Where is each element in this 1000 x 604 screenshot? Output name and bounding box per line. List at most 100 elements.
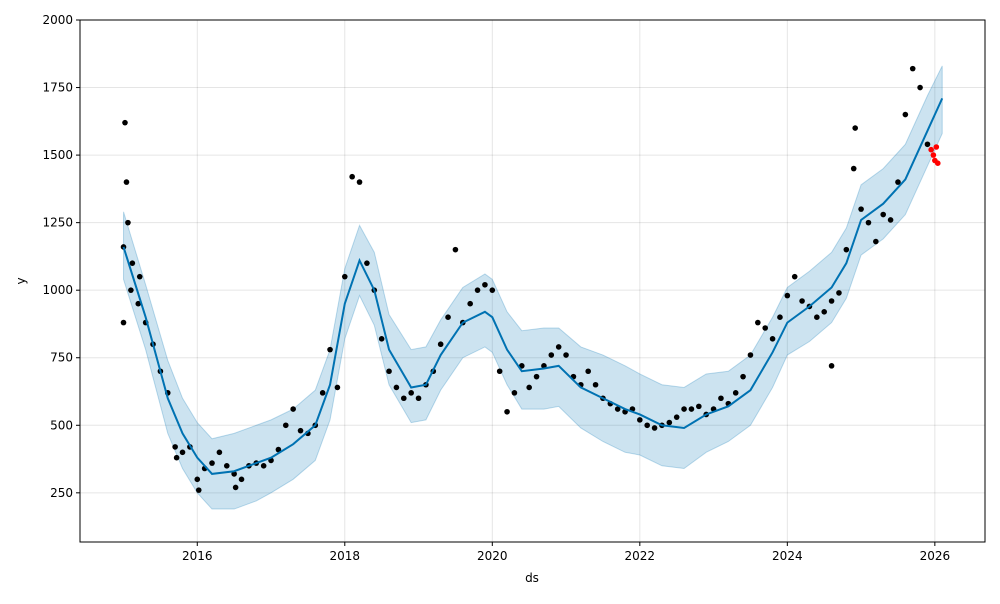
actual-point [334, 384, 341, 391]
actual-point [129, 260, 136, 266]
actual-point [909, 65, 916, 72]
y-tick-label: 750 [50, 351, 73, 365]
x-axis-label: ds [525, 571, 539, 585]
actual-point [858, 206, 864, 212]
actual-point [644, 422, 650, 429]
actual-point [614, 406, 621, 412]
actual-point [718, 395, 724, 402]
actual-point [452, 246, 459, 253]
y-axis: 250 500 750 1000 1250 1500 1750 2000 [42, 13, 80, 500]
x-tick-label: 2026 [920, 549, 951, 563]
actual-point [555, 344, 562, 350]
actual-point [194, 476, 201, 483]
y-axis-label: y [14, 277, 28, 284]
actual-point [400, 395, 407, 402]
actual-point [120, 319, 127, 326]
actual-point [386, 368, 392, 375]
actual-point [541, 363, 547, 369]
test-point [933, 144, 940, 150]
actual-point [482, 281, 488, 288]
actual-point [917, 84, 923, 91]
actual-point [123, 179, 130, 185]
actual-point [880, 211, 887, 218]
actual-point [769, 336, 776, 342]
actual-point [275, 446, 282, 453]
test-point [930, 152, 937, 158]
actual-point [777, 314, 783, 321]
actual-point [260, 463, 267, 469]
actual-point [666, 419, 673, 426]
actual-point [511, 390, 518, 396]
actual-point [865, 219, 872, 226]
plot-frame [79, 19, 986, 543]
actual-point [489, 287, 496, 293]
actual-point [747, 352, 754, 358]
actual-point [231, 471, 237, 477]
test-point [928, 146, 934, 153]
y-tick-label: 1750 [42, 81, 73, 95]
actual-point [681, 406, 687, 412]
actual-point [327, 346, 333, 353]
actual-point [378, 336, 385, 342]
actual-point [784, 292, 791, 299]
actual-point [356, 179, 363, 185]
actual-point [474, 287, 481, 293]
actual-point [173, 454, 180, 461]
actual-point [135, 300, 142, 307]
actual-point [799, 298, 805, 304]
actual-point [592, 381, 599, 388]
actual-point [415, 395, 422, 402]
actual-point [125, 219, 131, 226]
actual-point [843, 246, 850, 253]
actual-point [637, 417, 643, 423]
x-tick-label: 2022 [625, 549, 656, 563]
actual-point [902, 111, 909, 118]
actual-point [297, 427, 304, 434]
actual-point [533, 373, 540, 380]
actual-point [688, 406, 695, 412]
actual-point [696, 403, 702, 410]
actual-point [850, 165, 857, 172]
actual-point [732, 390, 739, 396]
actual-point [122, 119, 128, 126]
actual-point [496, 368, 503, 375]
y-tick-label: 1500 [42, 148, 73, 162]
x-axis: 2016 2018 2020 2022 2024 2026 [182, 542, 950, 563]
actual-point [828, 363, 835, 369]
actual-point [673, 414, 680, 420]
actual-point [548, 352, 555, 358]
actual-point [319, 390, 326, 396]
y-tick-label: 1000 [42, 283, 73, 297]
actual-point [349, 173, 355, 180]
actual-point [895, 179, 901, 185]
test-points [928, 144, 941, 166]
actual-point [341, 273, 348, 280]
actual-point [852, 125, 858, 131]
actual-point [467, 300, 473, 307]
x-tick-label: 2024 [772, 549, 803, 563]
x-tick-label: 2020 [477, 549, 508, 563]
actual-point [519, 363, 525, 369]
actual-point [282, 422, 289, 429]
actual-point [526, 384, 532, 391]
actual-point [836, 290, 842, 296]
actual-point [393, 384, 400, 391]
actual-point [364, 260, 370, 266]
actual-point [873, 238, 879, 245]
actual-point [437, 341, 444, 348]
forecast-line [122, 97, 944, 475]
actual-point [563, 352, 569, 358]
actual-point [740, 373, 746, 380]
actual-point [821, 309, 828, 315]
actual-point [136, 273, 143, 280]
actual-point [814, 314, 820, 321]
x-tick-label: 2018 [330, 549, 361, 563]
actual-point [216, 449, 223, 456]
y-tick-label: 250 [50, 486, 73, 500]
actual-point [290, 406, 296, 412]
actual-point [408, 390, 414, 396]
actual-point [128, 287, 134, 293]
actual-point [238, 476, 245, 483]
actual-point [887, 217, 894, 223]
y-tick-label: 1250 [42, 216, 73, 230]
